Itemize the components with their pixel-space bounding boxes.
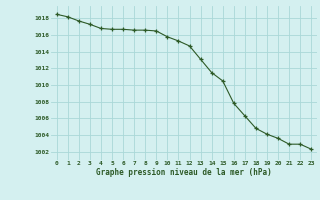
X-axis label: Graphe pression niveau de la mer (hPa): Graphe pression niveau de la mer (hPa) [96,168,272,177]
